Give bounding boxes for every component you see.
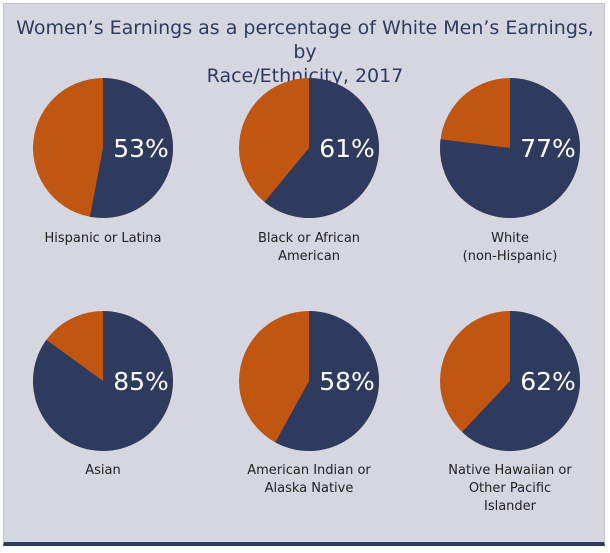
pie-category-label: Asian — [85, 463, 120, 478]
pie-slice-earnings — [264, 78, 379, 218]
pie-category-label: Alaska Native — [265, 481, 354, 496]
pie-3: 77% White (non-Hispanic) — [439, 78, 580, 264]
pie-category-label: Black or African — [258, 231, 360, 246]
pie-percent-label: 58% — [319, 367, 375, 396]
chart-title-line-1: Women’s Earnings as a percentage of Whit… — [16, 17, 594, 63]
pie-percent-label: 53% — [113, 134, 169, 163]
pie-category-label: American — [278, 249, 340, 264]
pie-slice-earnings — [33, 311, 174, 452]
pie-4: 85% Asian — [33, 311, 174, 478]
pie-percent-label: 77% — [520, 134, 576, 163]
pie-slice-earnings — [275, 310, 380, 451]
pie-percent-label: 61% — [319, 134, 375, 163]
pie-slice-earnings — [89, 78, 173, 218]
pie-5: 58% American Indian or Alaska Native — [239, 310, 380, 496]
pie-category-label: (non-Hispanic) — [463, 249, 558, 264]
pie-category-label: American Indian or — [247, 463, 371, 478]
pie-2: 61% Black or African American — [239, 78, 379, 264]
chart-title-line-2: Race/Ethnicity, 2017 — [206, 65, 404, 87]
pie-category-label: White — [491, 231, 529, 246]
pie-slice-earnings — [439, 78, 580, 218]
pie-6: 62% Native Hawaiian or Other Pacific Island… — [440, 311, 580, 514]
pie-percent-label: 85% — [113, 367, 169, 396]
pie-1: 53% Hispanic or Latina — [33, 78, 173, 246]
pie-category-label: Native Hawaiian or — [448, 463, 572, 478]
pie-slice-earnings — [462, 311, 580, 451]
pie-charts: 53% Hispanic or Latina 61% Black or African… — [33, 78, 580, 514]
chart-panel: Women’s Earnings as a percentage of Whit… — [3, 3, 605, 546]
pie-category-label: Hispanic or Latina — [44, 231, 161, 246]
chart-title: Women’s Earnings as a percentage of Whit… — [4, 16, 606, 88]
pie-category-label: Islander — [484, 499, 537, 514]
pie-percent-label: 62% — [520, 367, 576, 396]
pie-category-label: Other Pacific — [469, 481, 551, 496]
